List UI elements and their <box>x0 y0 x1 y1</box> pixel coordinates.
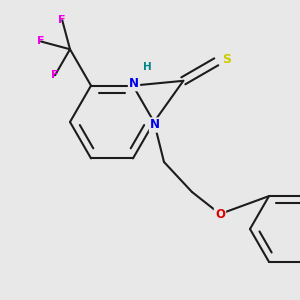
Text: S: S <box>222 53 231 66</box>
Text: F: F <box>58 15 66 25</box>
Text: F: F <box>37 37 45 46</box>
Text: N: N <box>129 77 139 90</box>
Text: N: N <box>150 118 160 131</box>
Text: H: H <box>143 61 152 72</box>
Text: O: O <box>215 208 225 220</box>
Text: F: F <box>51 70 59 80</box>
